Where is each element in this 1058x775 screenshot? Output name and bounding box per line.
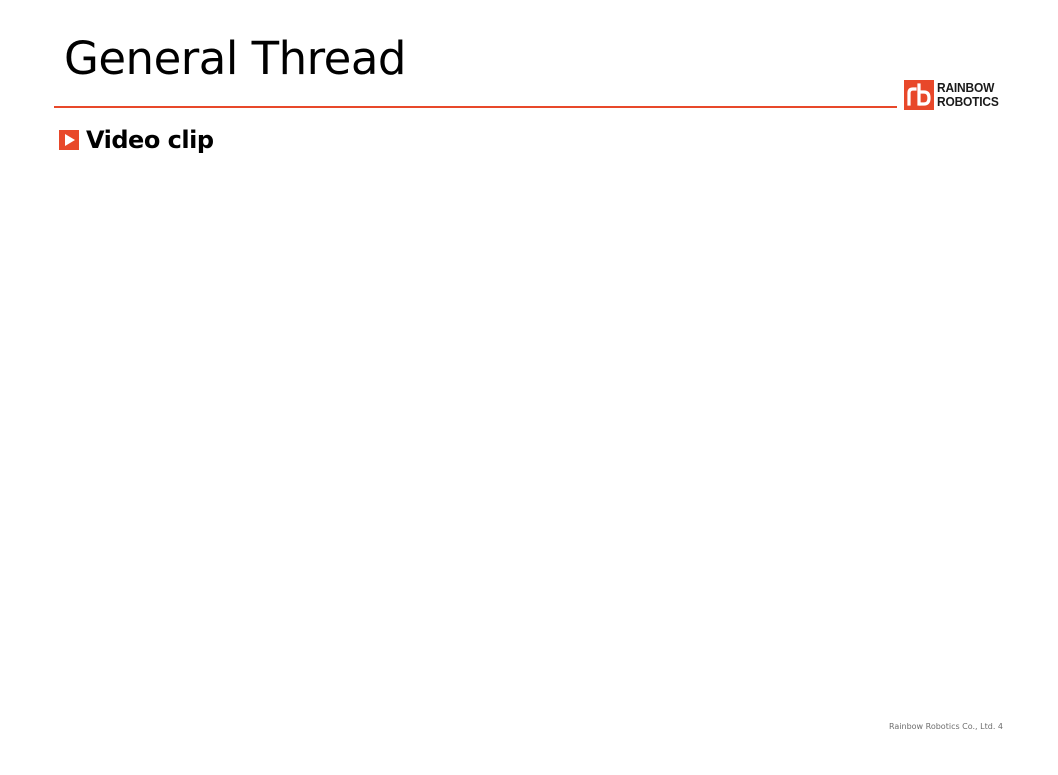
title-divider bbox=[54, 106, 897, 108]
play-triangle-icon bbox=[59, 130, 79, 150]
logo-line-robotics: ROBOTICS bbox=[937, 94, 999, 109]
rb-logo-icon bbox=[904, 80, 934, 110]
company-logo: RAINBOW ROBOTICS bbox=[904, 80, 1004, 110]
footer-text: Rainbow Robotics Co., Ltd. 4 bbox=[889, 722, 1003, 731]
logo-wordmark: RAINBOW ROBOTICS bbox=[937, 81, 999, 109]
section-heading-label: Video clip bbox=[86, 126, 214, 154]
slide-title: General Thread bbox=[64, 32, 407, 85]
section-heading: Video clip bbox=[59, 125, 214, 155]
logo-line-rainbow: RAINBOW bbox=[937, 80, 995, 95]
